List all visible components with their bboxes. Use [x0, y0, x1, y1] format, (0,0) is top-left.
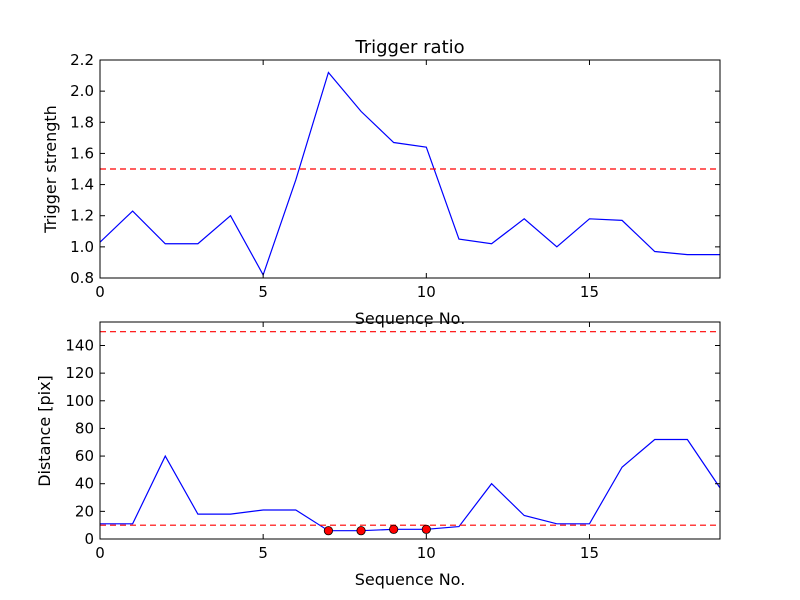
y-tick-label: 2.0: [70, 82, 94, 100]
data-point-marker: [323, 526, 334, 536]
y-tick-label: 60: [75, 447, 94, 465]
x-tick-label: 5: [258, 544, 268, 562]
y-tick-label: 0: [84, 530, 94, 548]
x-tick-label: 15: [580, 544, 599, 562]
distance-plot-area: 0 5 10 15 0 20 40 60 80 100 120 140: [65, 321, 721, 562]
y-tick-label: 100: [65, 392, 94, 410]
y-tick-label: 1.0: [70, 238, 94, 256]
x-tick-label: 0: [95, 283, 105, 301]
series-line: [100, 71, 720, 277]
distance-panel: Sequence No. Distance [pix] 0 5 10 15 0 20 40 6…: [35, 321, 721, 589]
x-axis-label: Sequence No.: [355, 570, 466, 589]
series-line: [100, 438, 720, 532]
y-tick-label: 120: [65, 364, 94, 382]
chart-title: Trigger ratio: [354, 37, 464, 58]
plot-clip-group: [100, 71, 720, 277]
x-tick-label: 0: [95, 544, 105, 562]
x-axis-label: Sequence No.: [355, 309, 466, 328]
y-tick-label: 1.4: [70, 176, 94, 194]
y-axis-label: Distance [pix]: [35, 375, 54, 487]
data-point-marker: [356, 526, 366, 536]
y-tick-label: 0.8: [70, 269, 94, 287]
data-point-marker: [389, 524, 399, 534]
y-tick-label: 2.2: [70, 51, 94, 69]
x-tick-label: 10: [417, 544, 436, 562]
y-tick-label: 20: [75, 502, 94, 520]
y-tick-label: 1.2: [70, 207, 94, 225]
y-tick-label: 1.6: [70, 144, 94, 162]
y-tick-label: 80: [75, 419, 94, 437]
y-tick-label: 140: [65, 336, 94, 354]
trigger-plot-area: 0 5 10 15 0.8 1.0 1.2 1.4 1.6 1.8 2.0 2.2: [70, 51, 721, 301]
y-axis-label: Trigger strength: [41, 105, 60, 234]
trigger-ratio-panel: Trigger ratio Sequence No. Trigger stren…: [41, 37, 721, 328]
x-tick-label: 5: [258, 283, 268, 301]
x-tick-label: 10: [417, 283, 436, 301]
x-tick-label: 15: [580, 283, 599, 301]
plot-frame: [99, 321, 721, 540]
y-tick-label: 40: [75, 475, 94, 493]
y-tick-label: 1.8: [70, 113, 94, 131]
plot-frame: [99, 59, 721, 279]
data-point-marker: [421, 524, 431, 534]
plot-clip-group: [100, 331, 720, 532]
